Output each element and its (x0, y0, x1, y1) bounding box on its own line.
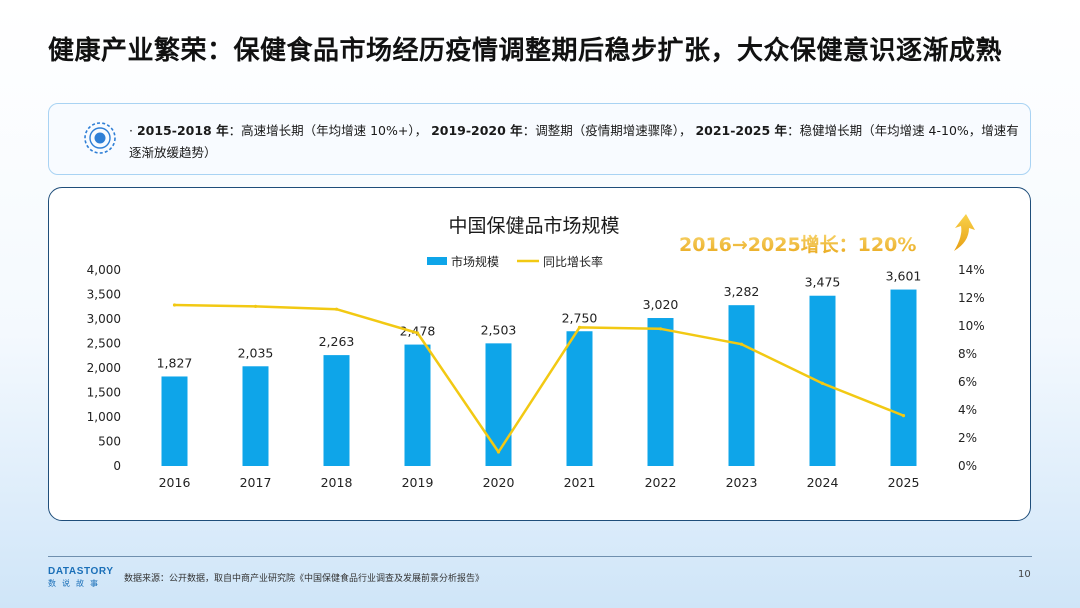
period-2-label: 2019-2020 年 (431, 123, 523, 138)
y-left-tick-label: 2,500 (87, 337, 121, 351)
growth-rate-point-2023 (739, 342, 744, 346)
bar-2024 (809, 295, 836, 466)
period-1-label: 2015-2018 年 (136, 123, 229, 138)
y-left-tick-label: 1,500 (87, 386, 121, 400)
growth-rate-point-2022 (658, 327, 663, 331)
up-arrow-icon (954, 214, 975, 251)
bar-2016 (161, 376, 188, 466)
y-left-tick-label: 0 (113, 459, 121, 473)
x-tick-label: 2016 (159, 475, 191, 490)
y-right-tick-label: 4% (958, 403, 977, 417)
bar-2023 (728, 305, 755, 466)
chart-title: 中国保健品市场规模 (448, 215, 619, 237)
datastory-logo: DATASTORY 数说故事 (48, 566, 118, 589)
legend-bar-swatch (427, 257, 447, 265)
x-tick-label: 2025 (888, 475, 920, 490)
growth-rate-point-2018 (334, 307, 339, 311)
footer-divider (48, 556, 1032, 557)
bar-value-label: 3,282 (724, 284, 760, 299)
y-left-tick-label: 4,000 (87, 263, 121, 277)
bar-value-label: 2,035 (238, 345, 274, 360)
market-size-chart: 中国保健品市场规模 市场规模 同比增长率 2016→2025增长：120% 0 5… (87, 214, 985, 490)
x-tick-label: 2023 (726, 475, 758, 490)
y-right-tick-label: 0% (958, 459, 977, 473)
y-right-tick-label: 14% (958, 263, 985, 277)
y-left-tick-label: 2,000 (87, 361, 121, 375)
growth-rate-point-2020 (496, 450, 501, 454)
period-3-label: 2021-2025 年 (695, 123, 788, 138)
page-title: 健康产业繁荣：保健食品市场经历疫情调整期后稳步扩张，大众保健意识逐渐成熟 (48, 36, 1003, 66)
y-right-tick-label: 2% (958, 431, 977, 445)
x-tick-label: 2017 (240, 475, 272, 490)
data-source: 数据来源：公开数据，取自中商产业研究院《中国保健食品行业调查及发展前景分析报告》 (124, 574, 485, 584)
growth-rate-point-2016 (172, 303, 177, 307)
legend-line-label: 同比增长率 (543, 254, 603, 269)
logo-wordmark: DATASTORY (48, 566, 114, 577)
growth-rate-point-2025 (901, 414, 906, 418)
bar-2020 (485, 343, 512, 466)
bar-value-label: 2,750 (562, 310, 598, 325)
bar-value-label: 1,827 (157, 355, 193, 370)
x-tick-label: 2024 (807, 475, 839, 490)
period-2-text: ：调整期（疫情期增速骤降）， (522, 123, 692, 138)
period-3-text: ：稳健增长期（年均增速 4-10%，增速有逐渐放缓趋势） (129, 123, 1019, 160)
bar-value-label: 2,263 (319, 334, 355, 349)
bar-value-label: 3,601 (886, 269, 922, 284)
y-right-tick-label: 10% (958, 319, 985, 333)
bar-value-label: 3,475 (805, 275, 841, 290)
summary-text: · 2015-2018 年：高速增长期（年均增速 10%+）， 2019-202… (129, 120, 1019, 164)
bar-2018 (323, 355, 350, 466)
bar-value-label: 3,020 (643, 297, 679, 312)
x-tick-label: 2022 (645, 475, 677, 490)
x-tick-label: 2021 (564, 475, 596, 490)
bar-2017 (242, 366, 269, 466)
logo-subtitle: 数说故事 (48, 579, 104, 588)
summary-box: · 2015-2018 年：高速增长期（年均增速 10%+）， 2019-202… (48, 103, 1031, 175)
growth-rate-point-2019 (415, 331, 420, 335)
y-right-tick-label: 12% (958, 291, 985, 305)
bar-2025 (890, 289, 917, 466)
y-right-tick-label: 8% (958, 347, 977, 361)
bullet: · (129, 123, 133, 138)
chart-panel: 中国保健品市场规模 市场规模 同比增长率 2016→2025增长：120% 0 5… (48, 187, 1031, 521)
bar-value-label: 2,478 (400, 324, 436, 339)
y-left-tick-label: 1,000 (87, 410, 121, 424)
growth-annotation: 2016→2025增长：120% (679, 233, 916, 256)
chart-legend: 市场规模 同比增长率 (427, 254, 603, 269)
bar-2022 (647, 318, 674, 466)
target-icon (84, 122, 116, 154)
y-left-tick-label: 3,000 (87, 312, 121, 326)
x-tick-label: 2018 (321, 475, 353, 490)
y-left-tick-label: 3,500 (87, 288, 121, 302)
growth-rate-point-2024 (820, 381, 825, 385)
y-left-tick-label: 500 (98, 435, 121, 449)
legend-bar-label: 市场规模 (451, 254, 499, 269)
bar-2021 (566, 331, 593, 466)
page-number: 10 (1018, 569, 1031, 580)
x-tick-label: 2020 (483, 475, 515, 490)
growth-rate-line (174, 303, 904, 454)
bar-2019 (404, 344, 431, 466)
growth-rate-point-2017 (253, 304, 258, 308)
bar-value-label: 2,503 (481, 322, 517, 337)
x-tick-label: 2019 (402, 475, 434, 490)
growth-rate-point-2021 (577, 325, 582, 329)
y-right-tick-label: 6% (958, 375, 977, 389)
period-1-text: ：高速增长期（年均增速 10%+）， (228, 123, 428, 138)
